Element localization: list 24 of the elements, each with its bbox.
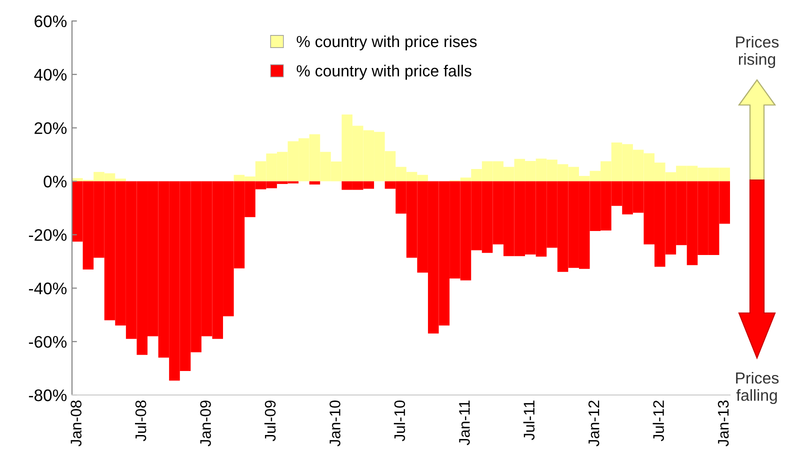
y-tick-label: -20% bbox=[28, 229, 67, 241]
x-tick-label: Jul-08 bbox=[134, 400, 146, 442]
legend-label: % country with price rises bbox=[296, 35, 477, 50]
bar bbox=[309, 181, 320, 184]
x-tick-label: Jul-09 bbox=[264, 400, 276, 442]
x-tick-label: Jan-09 bbox=[200, 400, 211, 446]
x-tick-label: Jul-10 bbox=[394, 400, 406, 442]
legend-label: % country with price falls bbox=[296, 64, 472, 80]
x-tick-label: Jan-11 bbox=[459, 400, 470, 446]
y-tick-label: -40% bbox=[28, 282, 67, 294]
text: Prices rising bbox=[736, 36, 779, 68]
y-tick-label: 60% bbox=[34, 15, 67, 28]
y-tick-label: -80% bbox=[28, 389, 67, 402]
x-tick-label: Jan-10 bbox=[330, 400, 340, 446]
x-tick-label: Jan-08 bbox=[70, 400, 82, 446]
y-tick-label: -60% bbox=[28, 336, 67, 348]
x-tick-label: Jan-12 bbox=[588, 400, 600, 446]
x-tick-label: Jan-13 bbox=[718, 400, 729, 446]
y-tick-label: 20% bbox=[34, 122, 67, 134]
y-tick-label: 0% bbox=[44, 176, 67, 188]
y-tick-label: 40% bbox=[34, 68, 67, 81]
x-tick-label: Jul-11 bbox=[523, 400, 535, 440]
x-tick-label: Jul-12 bbox=[652, 400, 664, 442]
text: Prices falling bbox=[736, 372, 779, 404]
